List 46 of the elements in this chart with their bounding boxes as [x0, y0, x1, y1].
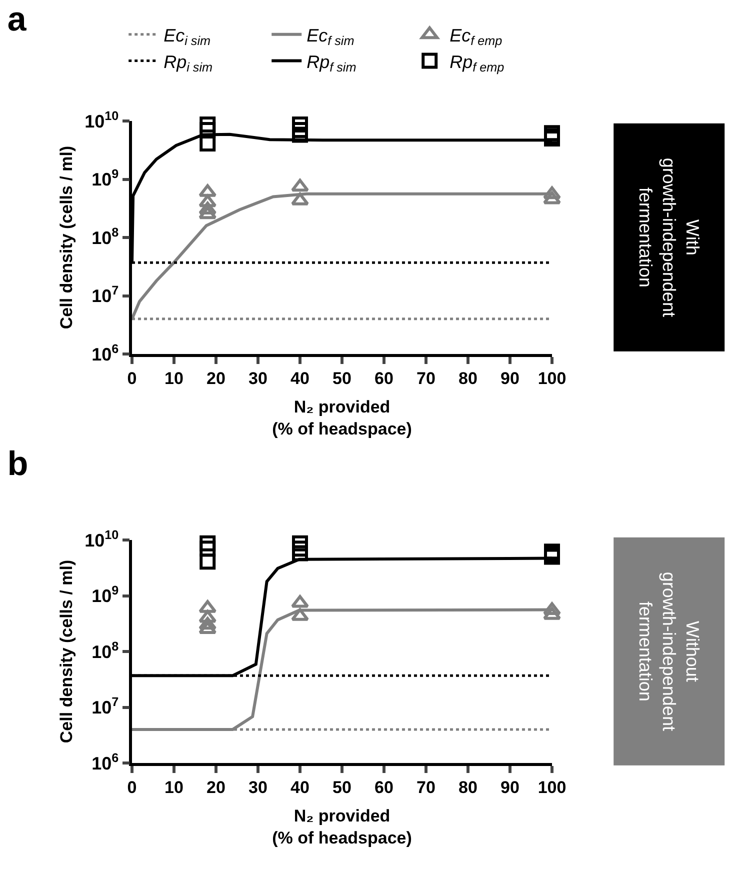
legend-label: Ec$_{i sim}$: [164, 25, 211, 48]
x-tick-label: 60: [374, 778, 394, 798]
y-tick-label: 10$^{6}$: [92, 750, 119, 774]
y-tick-label: 10$^{9}$: [92, 166, 119, 190]
x-tick-label: 80: [458, 369, 478, 388]
x-tick-label: 30: [248, 369, 268, 388]
x-tick-label: 50: [332, 369, 352, 388]
x-tick-label: 70: [416, 778, 436, 798]
x-tick-label: 100: [538, 369, 566, 388]
y-axis-title: Cell density (cells / ml): [57, 560, 76, 744]
y-tick-label: 10$^{7}$: [92, 283, 119, 306]
x-tick-label: 30: [248, 778, 268, 798]
x-tick-label: 70: [416, 369, 436, 388]
x-tick-label: 50: [332, 778, 352, 798]
x-tick-label: 40: [290, 369, 310, 388]
x-tick-label: 20: [206, 778, 226, 798]
legend-label: Rp$_{i sim}$: [164, 52, 213, 75]
x-tick-label: 40: [290, 778, 310, 798]
x-tick-label: 90: [500, 369, 520, 388]
y-tick-label: 10$^{9}$: [92, 583, 119, 606]
legend-label: Ec$_{f sim}$: [306, 25, 354, 48]
y-tick-label: 10$^{8}$: [92, 639, 119, 662]
legend-label: Rp$_{f emp}$: [450, 52, 504, 75]
x-tick-label: 80: [458, 778, 478, 798]
text: With growth-independent fermentation: [636, 158, 702, 317]
x-tick-label: 0: [127, 369, 137, 388]
y-axis-title: Cell density (cells / ml): [57, 146, 76, 330]
legend-label: Ec$_{f emp}$: [450, 25, 502, 48]
y-tick-label: 10$^{10}$: [84, 528, 119, 550]
x-tick-label: 90: [500, 778, 520, 798]
x-tick-label: 100: [538, 778, 566, 798]
chart-title: a: [7, 0, 28, 38]
x-tick-label: 10: [164, 369, 184, 388]
x-tick-label: 0: [127, 778, 137, 798]
y-tick-label: 10$^{10}$: [84, 108, 119, 132]
legend-label: Rp$_{f sim}$: [306, 52, 356, 75]
y-tick-label: 10$^{6}$: [92, 342, 119, 364]
x-tick-label: 60: [374, 369, 394, 388]
x-axis-title: N₂ provided (% of headspace): [272, 806, 412, 848]
x-tick-label: 10: [164, 778, 184, 798]
y-tick-label: 10$^{7}$: [92, 694, 119, 718]
text: Without growth-independent fermentation: [636, 572, 702, 731]
x-axis-title: N₂ provided (% of headspace): [272, 398, 412, 439]
y-tick-label: 10$^{8}$: [92, 225, 119, 248]
x-tick-label: 20: [206, 369, 226, 388]
chart-title: b: [7, 444, 28, 483]
